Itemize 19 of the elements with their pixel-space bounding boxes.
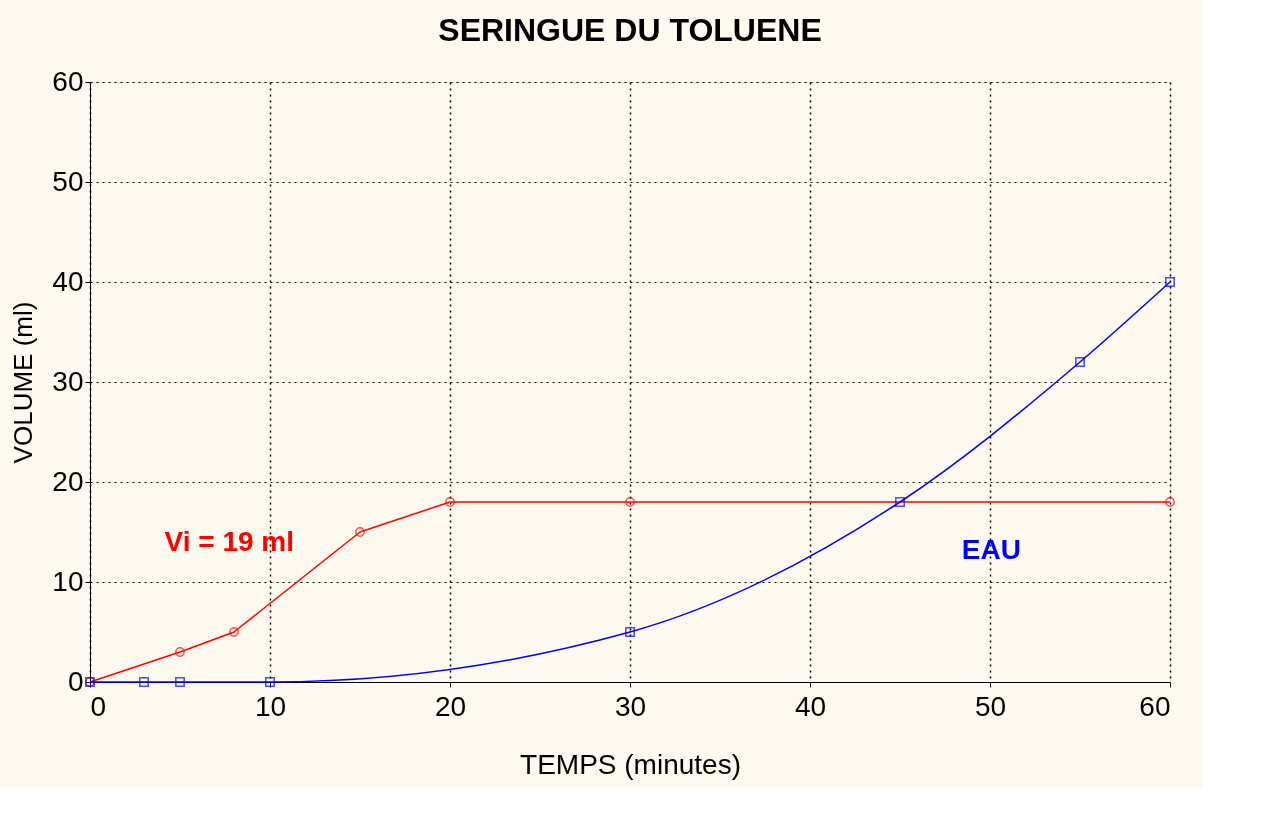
y-tick-label: 50 <box>52 165 84 197</box>
y-tick-label: 0 <box>67 665 84 697</box>
series-label: Vi = 19 ml <box>164 526 295 558</box>
x-tick-label: 40 <box>794 690 827 722</box>
y-tick-label: 30 <box>52 365 84 397</box>
x-tick-label: 20 <box>434 690 467 722</box>
y-axis-title: VOLUME (ml) <box>8 301 39 464</box>
x-tick-label: 0 <box>90 690 107 722</box>
y-tick-label: 20 <box>52 465 84 497</box>
y-tick-label: 10 <box>52 565 84 597</box>
x-tick-label: 10 <box>254 690 287 722</box>
y-tick-label: 40 <box>52 265 84 297</box>
chart-title: SERINGUE DU TOLUENE <box>438 12 822 48</box>
x-tick-label: 60 <box>1139 690 1171 722</box>
text: EAU <box>961 533 1021 565</box>
x-axis-title: TEMPS (minutes) <box>520 748 741 780</box>
x-tick-label: 30 <box>614 690 647 722</box>
y-tick-label: 60 <box>52 65 84 97</box>
x-tick-label: 50 <box>974 690 1007 722</box>
